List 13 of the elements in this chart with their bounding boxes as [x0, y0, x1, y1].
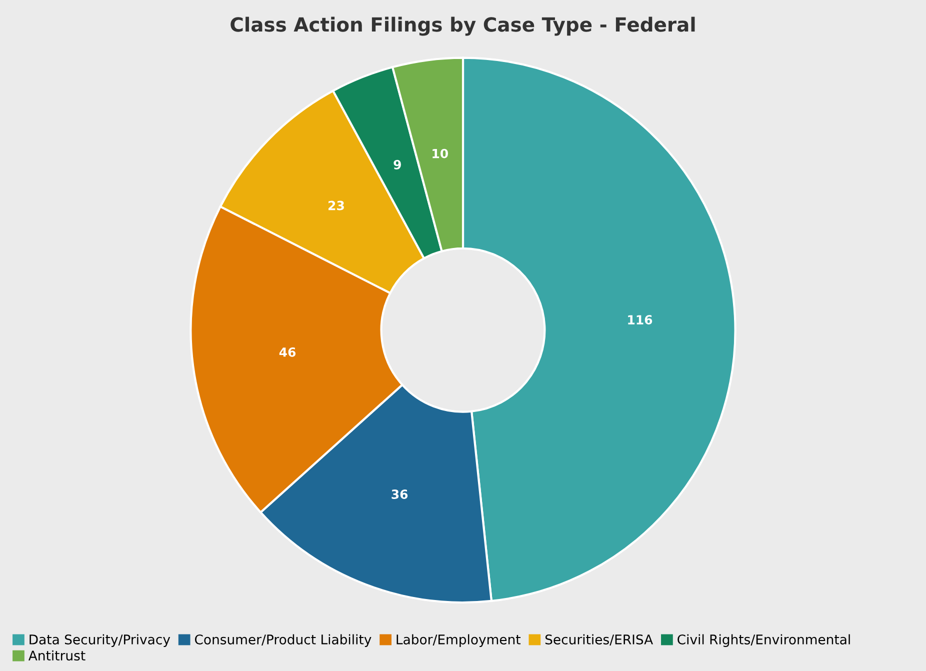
legend-label: Antitrust — [28, 650, 86, 661]
legend-label: Data Security/Privacy — [30, 634, 170, 648]
legend-label: Securities/ERISA — [545, 634, 653, 646]
data-label: 9 — [394, 160, 401, 170]
data-label: 36 — [392, 490, 408, 499]
chart-title: Class Action Filings by Case Type - Federal — [230, 16, 695, 36]
data-label: 10 — [432, 148, 448, 158]
legend-label: Labor/Employment — [396, 634, 521, 648]
data-label: 46 — [279, 347, 296, 357]
data-label: 23 — [328, 200, 344, 210]
data-label: 116 — [628, 315, 652, 324]
legend-label: Consumer/Product Liability — [194, 634, 372, 648]
legend-label: Civil Rights/Environmental — [678, 634, 850, 648]
